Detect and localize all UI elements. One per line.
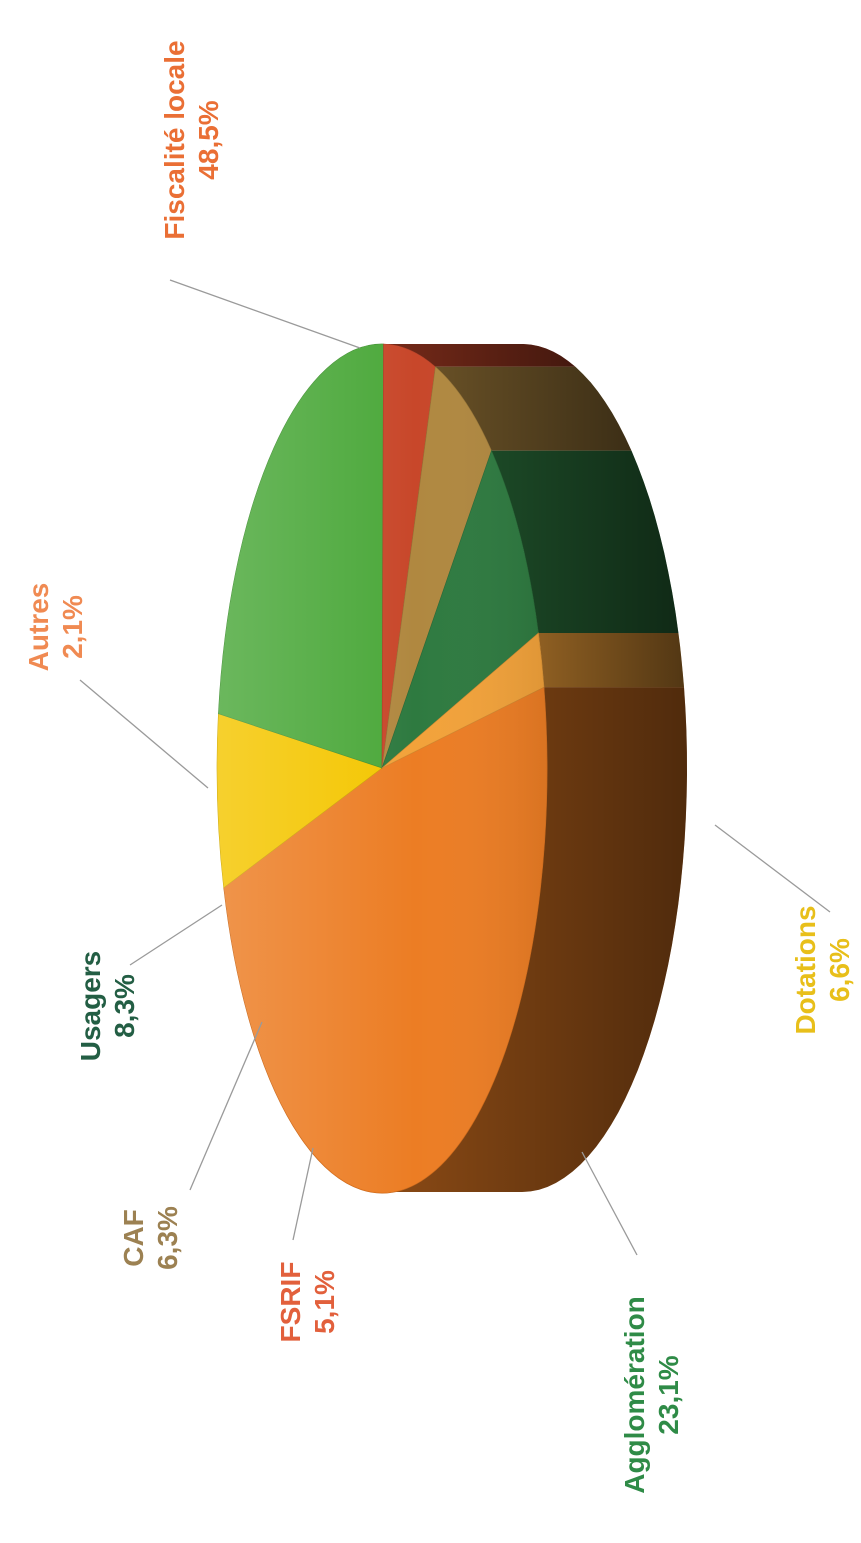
slice-label-autres: Autres 2,1% xyxy=(23,583,88,672)
slice-label-name-dotations: Dotations xyxy=(790,905,821,1034)
slice-label-value-usagers: 8,3% xyxy=(109,974,140,1038)
slice-label-value-dotations: 6,6% xyxy=(824,938,855,1002)
slice-label-name-fiscalite-locale: Fiscalité locale xyxy=(159,40,190,239)
slice-label-value-fiscalite-locale: 48,5% xyxy=(193,100,224,179)
slice-label-name-fsrif: FSRIF xyxy=(275,1262,306,1343)
pie-side-layer xyxy=(382,344,687,1192)
pie-side-shade-caf xyxy=(435,366,632,451)
slice-label-value-fsrif: 5,1% xyxy=(309,1270,340,1334)
pie-side-shade-usagers xyxy=(491,450,679,633)
slice-label-value-caf: 6,3% xyxy=(152,1206,183,1270)
leader-line-autres xyxy=(79,679,209,789)
slice-labels: Fiscalité locale 48,5% Dotations 6,6% Agglom… xyxy=(23,40,855,1493)
slice-label-name-autres: Autres xyxy=(23,583,54,672)
slice-label-value-autres: 2,1% xyxy=(57,595,88,659)
leader-lines xyxy=(79,279,831,1256)
leader-line-fsrif xyxy=(292,1147,314,1241)
pie-top-layer xyxy=(216,343,548,1194)
slice-label-value-agglomeration: 23,1% xyxy=(653,1355,684,1434)
leader-line-agglomeration xyxy=(581,1151,638,1256)
slice-label-fsrif: FSRIF 5,1% xyxy=(275,1262,340,1343)
pie-side-shade-fiscalite-locale xyxy=(382,687,687,1192)
leader-line-caf xyxy=(189,1021,263,1191)
slice-label-usagers: Usagers 8,3% xyxy=(75,951,140,1062)
pie-side-shade-autres xyxy=(538,633,684,688)
slice-label-agglomeration: Agglomération 23,1% xyxy=(619,1296,684,1494)
slice-label-dotations: Dotations 6,6% xyxy=(790,905,855,1034)
slice-label-name-usagers: Usagers xyxy=(75,951,106,1062)
leader-line-dotations xyxy=(714,824,831,913)
pie-top-highlight xyxy=(217,344,547,1192)
leader-line-fiscalite-locale xyxy=(169,279,361,349)
slice-label-name-caf: CAF xyxy=(118,1209,149,1267)
slice-label-caf: CAF 6,3% xyxy=(118,1206,183,1270)
leader-line-usagers xyxy=(129,904,223,966)
pie-side-shade-fsrif xyxy=(383,344,576,367)
slice-label-name-agglomeration: Agglomération xyxy=(619,1296,650,1494)
slice-label-fiscalite-locale: Fiscalité locale 48,5% xyxy=(159,40,224,239)
